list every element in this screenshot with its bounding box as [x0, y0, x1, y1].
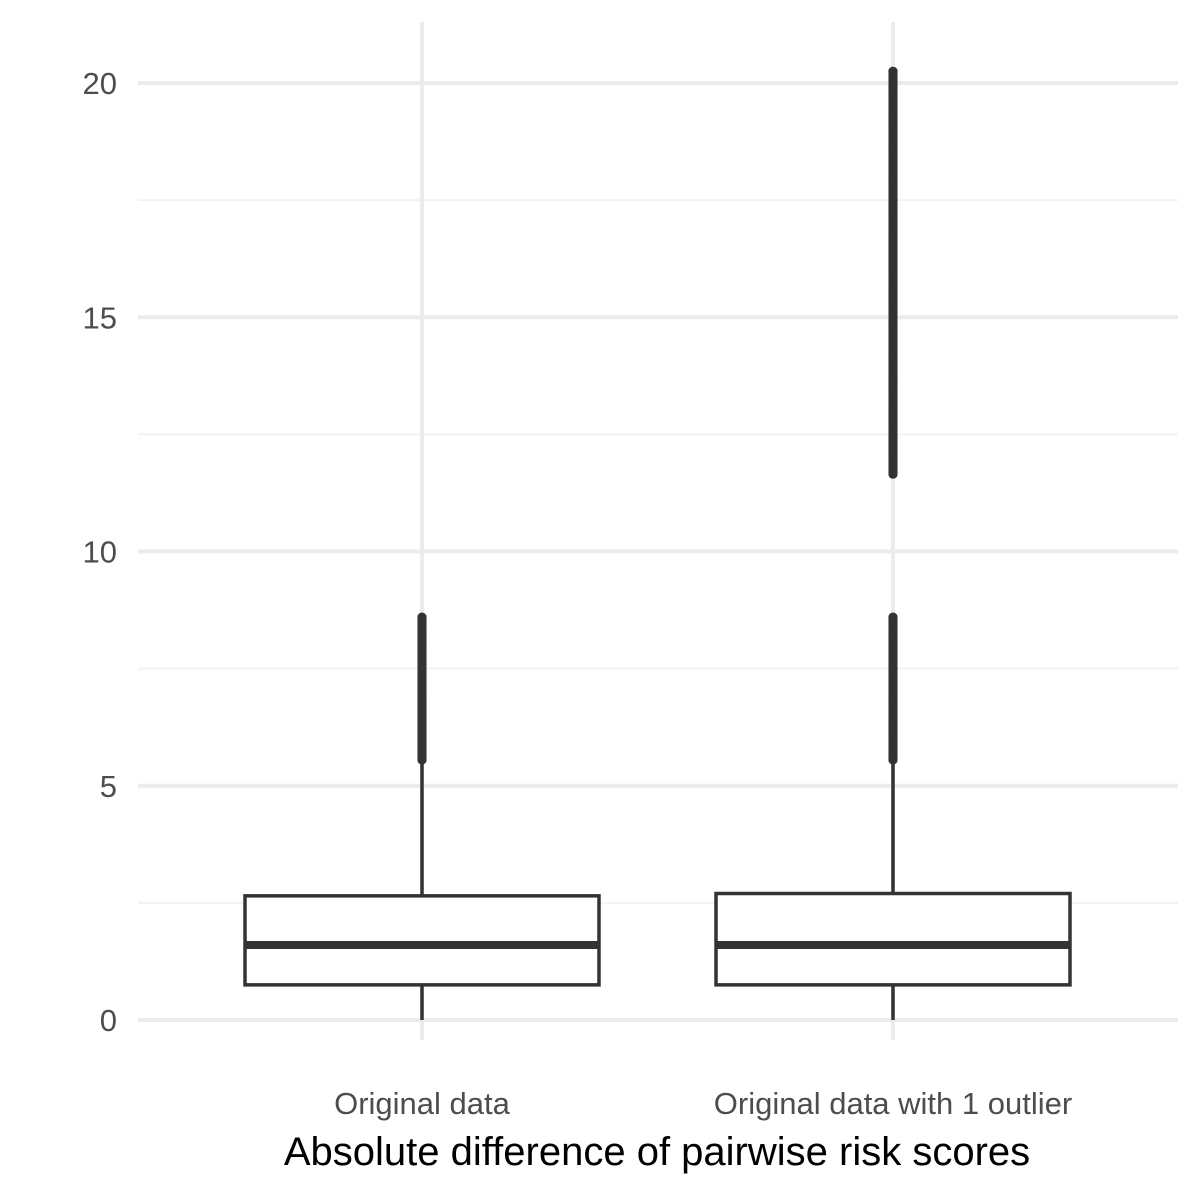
y-tick-label: 5 [100, 769, 117, 804]
box-group [714, 66, 1072, 1020]
x-axis-title: Absolute difference of pairwise risk sco… [284, 1130, 1030, 1174]
grid-lines [138, 22, 1178, 1040]
boxes [243, 66, 1072, 1020]
outlier-point [888, 66, 898, 76]
axis-labels: 0 5 10 15 20 Original data Original data with … [83, 66, 1073, 1121]
x-tick-label: Original data with 1 outlier [714, 1086, 1072, 1121]
y-tick-label: 15 [83, 300, 117, 335]
outlier-point [417, 612, 427, 622]
box-iqr [243, 894, 601, 987]
y-tick-label: 0 [100, 1003, 117, 1038]
y-tick-label: 10 [83, 535, 117, 570]
outlier-point [888, 612, 898, 622]
box-group [243, 612, 601, 1020]
box-iqr [714, 891, 1072, 987]
y-tick-label: 20 [83, 66, 117, 101]
x-tick-label: Original data [334, 1086, 511, 1121]
